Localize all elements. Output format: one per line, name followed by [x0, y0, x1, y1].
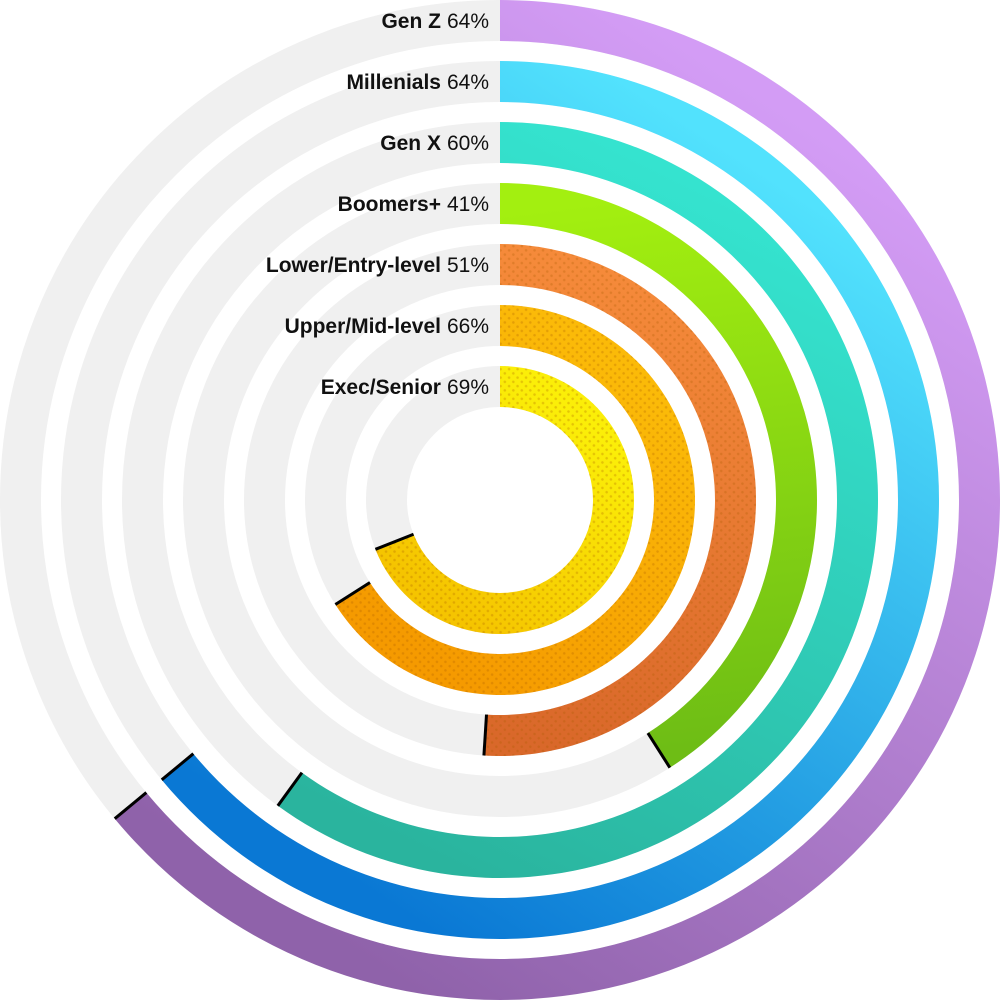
ring-label-0: Gen Z 64% [381, 10, 489, 33]
ring-arc-gen-x [276, 122, 879, 879]
ring-label-4: Lower/Entry-level 51% [266, 254, 489, 277]
ring-label-1: Millenials 64% [346, 71, 489, 94]
ring-label-5: Upper/Mid-level 66% [285, 315, 489, 338]
ring-arc-upper-mid-level [334, 305, 695, 696]
ring-label-3: Boomers+ 41% [338, 193, 489, 216]
ring-arcs [113, 0, 1000, 1000]
arc-end-marker [276, 771, 304, 807]
ring-arc-gen-z [113, 0, 1000, 1000]
ring-label-6: Exec/Senior 69% [321, 376, 489, 399]
ring-label-2: Gen X 60% [380, 132, 489, 155]
arc-end-marker [374, 532, 415, 551]
ring-arc-millenials [160, 61, 940, 940]
ring-arc-exec-senior [374, 366, 634, 635]
ring-arc-boomers- [500, 183, 818, 769]
ring-arc-lower-entry-level [482, 244, 757, 756]
arc-end-marker [334, 581, 371, 606]
arc-end-marker [646, 732, 672, 769]
arc-end-marker [160, 752, 195, 781]
arc-end-marker [482, 714, 488, 756]
ring-labels: Gen Z 64% Millenials 64% Gen X 60% Boomers+… [266, 10, 489, 399]
arc-end-marker [113, 791, 148, 820]
